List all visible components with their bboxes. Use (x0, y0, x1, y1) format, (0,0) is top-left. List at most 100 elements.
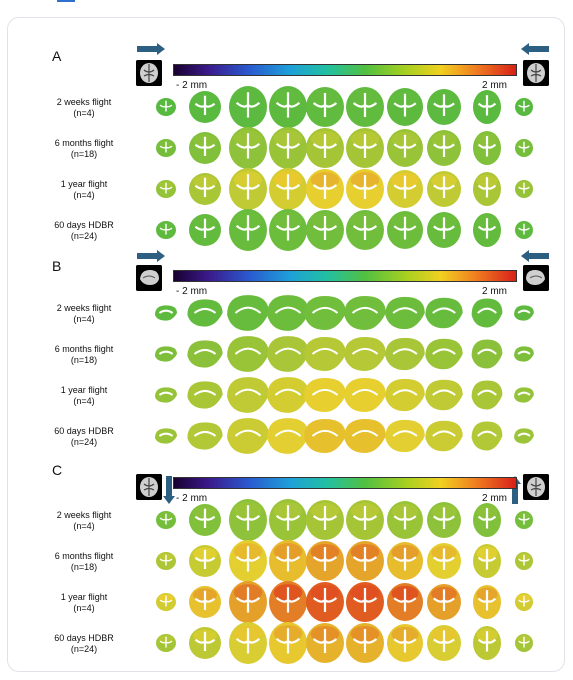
brain-slice (156, 634, 176, 652)
brain-slice (515, 139, 533, 157)
brain-slice (156, 511, 176, 529)
brain-slice (269, 499, 307, 541)
brain-slice (425, 379, 463, 411)
brain-slice (189, 545, 221, 577)
brain-slice (515, 221, 533, 239)
brain-slice (304, 296, 346, 330)
brain-slice (306, 128, 344, 168)
brain-slice (473, 213, 501, 247)
brain-slice (514, 305, 534, 321)
row-label: 2 weeks flight (n=4) (56, 510, 112, 531)
brain-thumbnail-right (523, 265, 549, 291)
brain-slice (269, 127, 307, 169)
row-label: 60 days HDBR (n=24) (54, 220, 114, 241)
brain-slice (227, 336, 269, 372)
brain-slice (306, 210, 344, 250)
brain-slice (473, 544, 501, 578)
brain-slice (229, 209, 267, 251)
brain-slice (306, 87, 344, 127)
brain-slice (344, 419, 386, 453)
brain-slice (346, 582, 384, 622)
arrow-left-icon (521, 43, 549, 55)
brain-slice (515, 593, 533, 611)
brain-slice (387, 501, 423, 539)
brain-slice (269, 540, 307, 582)
brain-slice (189, 132, 221, 164)
brain-slice (156, 139, 176, 157)
brain-slice (187, 422, 223, 450)
brain-slice (427, 625, 461, 661)
brain-slice (269, 168, 307, 210)
brain-slice (156, 180, 176, 198)
brain-thumbnail-right (523, 474, 549, 500)
brain-slice (155, 305, 177, 321)
brain-thumbnail-left (136, 474, 162, 500)
brain-slice (229, 86, 267, 128)
brain-slice (227, 377, 269, 413)
brain-slice (189, 627, 221, 659)
brain-slice (346, 500, 384, 540)
brain-thumbnail-right (523, 60, 549, 86)
brain-slice (515, 552, 533, 570)
panel-label: B (52, 258, 62, 274)
brain-slice (515, 511, 533, 529)
brain-slice (387, 624, 423, 662)
brain-slice (473, 131, 501, 165)
brain-slice (514, 428, 534, 444)
row-label: 1 year flight (n=4) (60, 592, 108, 613)
brain-slice (346, 128, 384, 168)
brain-slice (515, 634, 533, 652)
brain-slice (269, 86, 307, 128)
brain-slice (515, 98, 533, 116)
brain-slice (346, 541, 384, 581)
brain-slice (346, 169, 384, 209)
brain-slice (269, 209, 307, 251)
brain-slice (427, 89, 461, 125)
brain-slice (344, 337, 386, 371)
colorbar-min-label: - 2 mm (176, 493, 208, 504)
brain-slice (425, 420, 463, 452)
brain-slice (306, 500, 344, 540)
brain-slice (229, 168, 267, 210)
brain-slice (229, 127, 267, 169)
row-label: 6 months flight (n=18) (54, 138, 114, 159)
colorbar (173, 64, 517, 76)
colorbar (173, 270, 517, 282)
brain-slice (387, 542, 423, 580)
colorbar-max-label: 2 mm (482, 493, 507, 504)
colorbar (173, 477, 517, 489)
brain-slice (427, 543, 461, 579)
brain-slice (155, 428, 177, 444)
top-accent-mark (57, 0, 75, 2)
brain-slice (473, 585, 501, 619)
brain-slice (269, 622, 307, 664)
brain-slice (306, 582, 344, 622)
brain-slice (425, 338, 463, 370)
brain-slice (156, 98, 176, 116)
brain-slice (189, 586, 221, 618)
colorbar-min-label: - 2 mm (176, 286, 208, 297)
arrow-right-icon (137, 250, 165, 262)
brain-slice (229, 581, 267, 623)
brain-slice (387, 129, 423, 167)
panel-label: A (52, 48, 62, 64)
brain-slice (473, 503, 501, 537)
brain-slice (189, 214, 221, 246)
brain-slice (425, 297, 463, 329)
brain-slice (427, 212, 461, 248)
brain-slice (267, 418, 309, 454)
brain-slice (187, 381, 223, 409)
brain-slice (304, 378, 346, 412)
brain-slice (304, 337, 346, 371)
brain-slice (346, 210, 384, 250)
arrow-left-icon (521, 250, 549, 262)
brain-slice (346, 87, 384, 127)
arrow-right-icon (137, 43, 165, 55)
brain-slice (189, 91, 221, 123)
brain-slice (156, 552, 176, 570)
brain-slice (306, 169, 344, 209)
colorbar-max-label: 2 mm (482, 286, 507, 297)
